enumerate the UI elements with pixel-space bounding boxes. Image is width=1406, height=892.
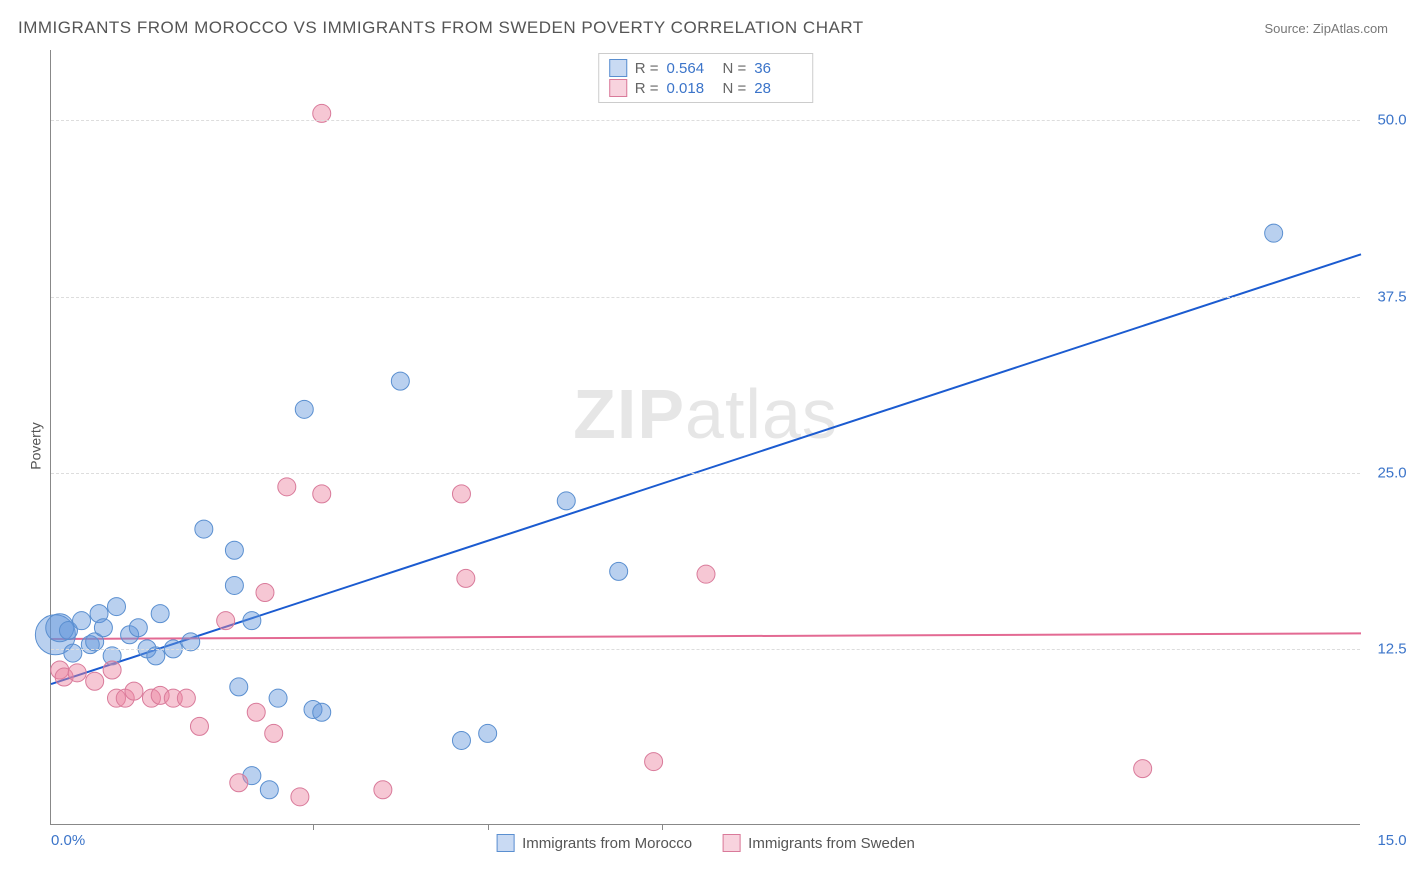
source-label: Source: ZipAtlas.com (1264, 21, 1388, 36)
n-value-sweden: 28 (754, 80, 802, 97)
data-point-sweden (103, 661, 121, 679)
x-tick (313, 824, 314, 830)
data-point-morocco (243, 612, 261, 630)
data-point-morocco (479, 724, 497, 742)
data-point-morocco (225, 541, 243, 559)
gridline (51, 649, 1360, 650)
gridline (51, 120, 1360, 121)
data-point-morocco (94, 619, 112, 637)
data-point-sweden (278, 478, 296, 496)
data-point-morocco (225, 576, 243, 594)
data-point-sweden (265, 724, 283, 742)
x-tick (662, 824, 663, 830)
data-point-sweden (1134, 760, 1152, 778)
data-point-morocco (557, 492, 575, 510)
series-label-sweden: Immigrants from Sweden (748, 835, 915, 852)
n-label: N = (723, 60, 747, 77)
data-point-sweden (125, 682, 143, 700)
plot-svg (51, 50, 1360, 824)
scatter-chart: ZIPatlas R = 0.564 N = 36 R = 0.018 N = … (50, 50, 1360, 825)
data-point-morocco (313, 703, 331, 721)
x-tick-left: 0.0% (51, 832, 85, 849)
data-point-morocco (230, 678, 248, 696)
swatch-pink-icon (722, 834, 740, 852)
data-point-sweden (86, 672, 104, 690)
data-point-morocco (1265, 224, 1283, 242)
series-label-morocco: Immigrants from Morocco (522, 835, 692, 852)
data-point-morocco (195, 520, 213, 538)
legend-row-sweden: R = 0.018 N = 28 (609, 78, 803, 98)
y-tick-label: 37.5% (1377, 288, 1406, 305)
x-tick (488, 824, 489, 830)
gridline (51, 473, 1360, 474)
legend-series: Immigrants from Morocco Immigrants from … (496, 834, 915, 852)
legend-item-morocco: Immigrants from Morocco (496, 834, 692, 852)
data-point-morocco (129, 619, 147, 637)
x-tick-right: 15.0% (1377, 832, 1406, 849)
data-point-morocco (269, 689, 287, 707)
data-point-sweden (230, 774, 248, 792)
swatch-blue-icon (496, 834, 514, 852)
y-axis-label: Poverty (28, 422, 44, 469)
r-label: R = (635, 80, 659, 97)
header-bar: IMMIGRANTS FROM MOROCCO VS IMMIGRANTS FR… (18, 18, 1388, 38)
data-point-morocco (610, 562, 628, 580)
data-point-morocco (151, 605, 169, 623)
gridline (51, 297, 1360, 298)
y-tick-label: 25.0% (1377, 464, 1406, 481)
r-label: R = (635, 60, 659, 77)
data-point-sweden (217, 612, 235, 630)
chart-title: IMMIGRANTS FROM MOROCCO VS IMMIGRANTS FR… (18, 18, 864, 38)
data-point-morocco (295, 400, 313, 418)
r-value-sweden: 0.018 (667, 80, 715, 97)
data-point-morocco (64, 644, 82, 662)
data-point-sweden (645, 753, 663, 771)
n-label: N = (723, 80, 747, 97)
data-point-sweden (291, 788, 309, 806)
data-point-sweden (374, 781, 392, 799)
data-point-sweden (452, 485, 470, 503)
legend-row-morocco: R = 0.564 N = 36 (609, 58, 803, 78)
y-tick-label: 12.5% (1377, 640, 1406, 657)
data-point-sweden (177, 689, 195, 707)
regression-line-sweden (51, 633, 1361, 639)
data-point-sweden (68, 664, 86, 682)
data-point-sweden (247, 703, 265, 721)
data-point-sweden (256, 584, 274, 602)
data-point-sweden (457, 569, 475, 587)
data-point-morocco (391, 372, 409, 390)
data-point-sweden (190, 717, 208, 735)
legend-item-sweden: Immigrants from Sweden (722, 834, 915, 852)
swatch-pink-icon (609, 79, 627, 97)
data-point-sweden (697, 565, 715, 583)
y-tick-label: 50.0% (1377, 112, 1406, 129)
data-point-morocco (73, 612, 91, 630)
r-value-morocco: 0.564 (667, 60, 715, 77)
data-point-morocco (452, 731, 470, 749)
data-point-morocco (260, 781, 278, 799)
legend-correlation: R = 0.564 N = 36 R = 0.018 N = 28 (598, 53, 814, 103)
data-point-morocco (108, 598, 126, 616)
swatch-blue-icon (609, 59, 627, 77)
n-value-morocco: 36 (754, 60, 802, 77)
data-point-sweden (313, 485, 331, 503)
